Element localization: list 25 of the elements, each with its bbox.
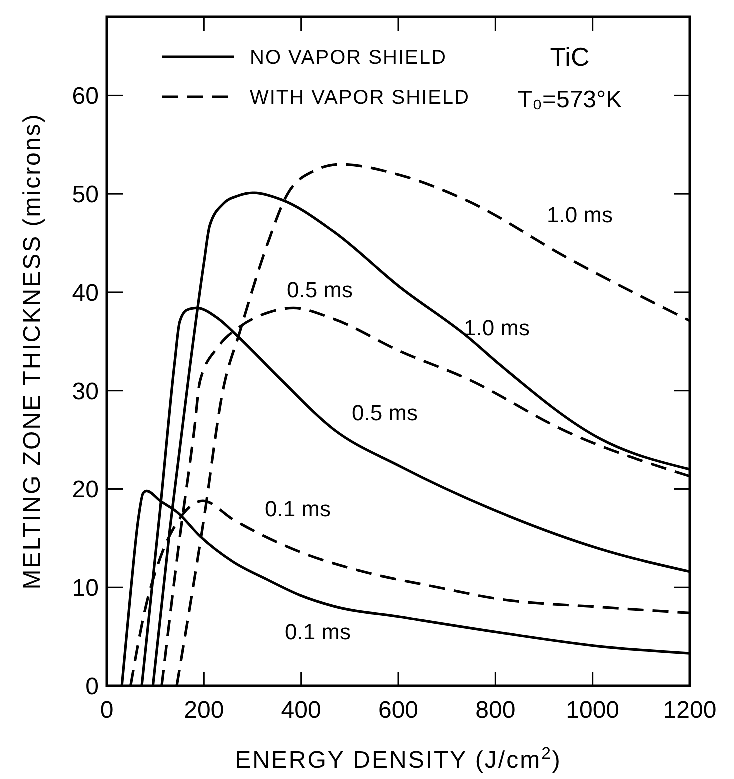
y-tick-label: 20	[72, 476, 99, 504]
x-tick-label: 1200	[663, 697, 717, 724]
legend-label: WITH VAPOR SHIELD	[250, 87, 470, 109]
y-tick-label: 0	[86, 673, 99, 700]
annotation: 0.5 ms	[352, 400, 418, 426]
annotation: 0.1 ms	[284, 620, 352, 645]
y-axis-title: MELTING ZONE THICKNESS (microns)	[19, 113, 46, 590]
y-tick-label: 50	[72, 181, 99, 208]
x-tick-label: 600	[378, 697, 419, 724]
annotation: 1.0 ms	[464, 316, 530, 341]
annotation: 1.0 ms	[546, 202, 614, 228]
y-tick-label: 10	[72, 575, 99, 602]
annotation: TiC	[550, 42, 590, 72]
x-tick-label: 800	[476, 697, 516, 724]
annotation: T₀=573°K	[518, 86, 622, 114]
x-axis-title: ENERGY DENSITY (J/cm$^{2}$)	[235, 744, 562, 774]
annotation: 0.1 ms	[264, 496, 332, 522]
y-tick-label: 30	[72, 378, 99, 406]
x-tick-label: 200	[184, 697, 224, 724]
annotation: 0.5 ms	[286, 278, 354, 303]
x-tick-label: 1000	[566, 697, 620, 724]
y-tick-label: 60	[72, 83, 99, 110]
y-tick-label: 40	[72, 280, 99, 307]
x-tick-label: 400	[281, 697, 322, 724]
legend-label: NO VAPOR SHIELD	[250, 47, 447, 69]
